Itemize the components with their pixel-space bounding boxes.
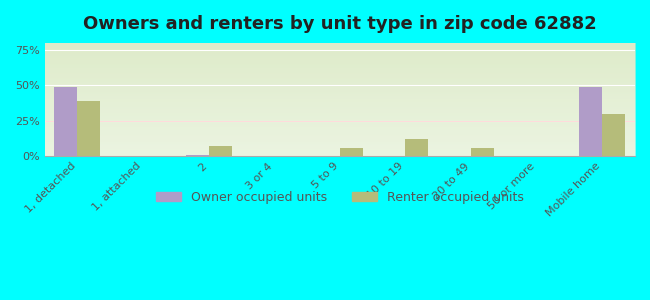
Bar — [77, 101, 100, 156]
Bar — [471, 148, 494, 156]
Legend: Owner occupied units, Renter occupied units: Owner occupied units, Renter occupied un… — [151, 186, 529, 209]
Bar — [579, 87, 602, 156]
Bar — [55, 87, 77, 156]
Bar — [186, 155, 209, 156]
Bar — [209, 146, 231, 156]
Bar — [340, 148, 363, 156]
Bar — [602, 114, 625, 156]
Title: Owners and renters by unit type in zip code 62882: Owners and renters by unit type in zip c… — [83, 15, 597, 33]
Bar — [406, 139, 428, 156]
